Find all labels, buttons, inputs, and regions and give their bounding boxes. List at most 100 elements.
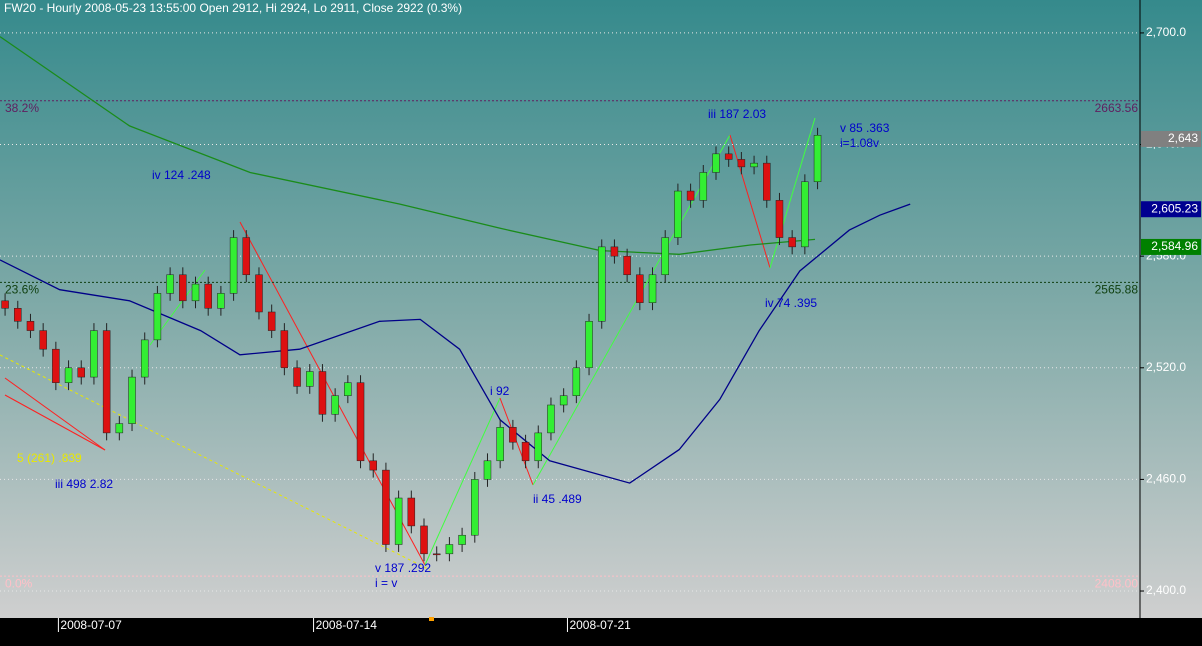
x-axis-bar [0, 618, 1202, 646]
candle-body [636, 274, 644, 303]
candle-body [559, 395, 568, 406]
candle-body [318, 371, 327, 415]
y-tick-label: 2,700.0 [1146, 25, 1186, 39]
annotation: v 187 .292 [375, 561, 431, 575]
candle-body [255, 274, 263, 313]
price-marker-label: 2,643 [1168, 131, 1198, 145]
candle-body [610, 246, 619, 257]
candle-body [14, 308, 22, 322]
candle-body [77, 367, 85, 378]
candle-body [699, 172, 708, 201]
candle-body [432, 553, 441, 556]
candle-body [483, 460, 492, 480]
candle-body [394, 497, 403, 545]
candle-body [420, 525, 428, 555]
candle-body [750, 162, 758, 168]
candle-body [64, 367, 73, 383]
y-tick-label: 2,460.0 [1146, 472, 1186, 486]
level-name: 38.2% [5, 101, 39, 115]
annotation: i 92 [490, 384, 510, 398]
wave-line [424, 397, 501, 566]
candle-body [407, 497, 416, 527]
candle-body [509, 427, 517, 443]
candle-body [623, 255, 631, 276]
candle-body [534, 432, 543, 462]
annotation: 5 (261) .839 [17, 451, 82, 465]
trend-line [0, 354, 431, 571]
price-marker-label: 2,584.96 [1151, 239, 1198, 253]
candle-body [293, 367, 301, 387]
candle-body [724, 153, 733, 160]
annotation: i=1.08v [840, 136, 879, 150]
annotation: ii 45 .489 [533, 492, 582, 506]
candle-body [445, 544, 454, 555]
chart-title: FW20 - Hourly 2008-05-23 13:55:00 Open 2… [4, 1, 462, 15]
candle-body [179, 274, 187, 302]
candle-body [813, 134, 822, 183]
annotation: v 85 .363 [840, 121, 890, 135]
x-tick-label: 2008-07-07 [60, 618, 122, 632]
candle-body [39, 330, 47, 350]
candle-body [801, 181, 809, 248]
candle-body [102, 330, 111, 434]
candle-body [737, 159, 746, 168]
y-tick-label: 2,400.0 [1146, 583, 1186, 597]
candle-body [166, 274, 174, 294]
candle-body [458, 534, 466, 545]
y-tick-label: 2,520.0 [1146, 360, 1186, 374]
candle-body [661, 237, 669, 276]
x-tick-label: 2008-07-14 [316, 618, 378, 632]
candle-body [686, 190, 695, 201]
wave-lines [0, 117, 816, 571]
annotation: iv 124 .248 [152, 168, 211, 182]
level-label: 2408.00 [1095, 576, 1139, 590]
candle-body [229, 237, 238, 294]
candle-body [471, 479, 479, 536]
trend-line [4, 394, 106, 451]
candle-body [674, 190, 682, 238]
moving-average [0, 36, 816, 255]
level-label: 2663.56 [1095, 101, 1139, 115]
candle-body [280, 330, 289, 369]
candle-body [585, 321, 593, 369]
x-tick-label: 2008-07-21 [569, 618, 631, 632]
candle-body [26, 321, 35, 331]
candle-body [597, 246, 606, 322]
candle-body [191, 283, 200, 302]
candle-body [775, 200, 784, 238]
candle-body [217, 293, 225, 309]
candle-body [140, 339, 149, 378]
candle-body [382, 469, 390, 545]
level-name: 23.6% [5, 283, 39, 297]
time-marker [429, 617, 434, 621]
price-marker-label: 2,605.23 [1151, 201, 1198, 215]
candle-body [344, 382, 352, 396]
candle-body [763, 162, 771, 201]
wave-line [729, 134, 771, 269]
level-name: 0.0% [5, 576, 33, 590]
candle-body [52, 348, 60, 383]
candle-body [572, 367, 581, 396]
candle-body [369, 460, 377, 471]
trend-line [4, 377, 106, 451]
level-label: 2565.88 [1095, 283, 1139, 297]
candle-body [331, 395, 339, 415]
candle-body [496, 427, 504, 462]
price-marker [1141, 238, 1201, 255]
candle-body [128, 376, 136, 424]
wave-line [239, 221, 426, 566]
annotation: i = v [375, 576, 397, 590]
annotation: iv 74 .395 [765, 296, 817, 310]
candle-body [267, 311, 276, 331]
candle-body [242, 237, 251, 276]
annotation: iii 498 2.82 [55, 477, 113, 491]
candle-body [115, 423, 124, 434]
candle-body [153, 293, 162, 341]
candle-body [90, 330, 98, 378]
candle-body [712, 153, 720, 173]
candle-body [204, 283, 212, 309]
annotation: iii 187 2.03 [708, 107, 766, 121]
candle-body [648, 274, 657, 303]
